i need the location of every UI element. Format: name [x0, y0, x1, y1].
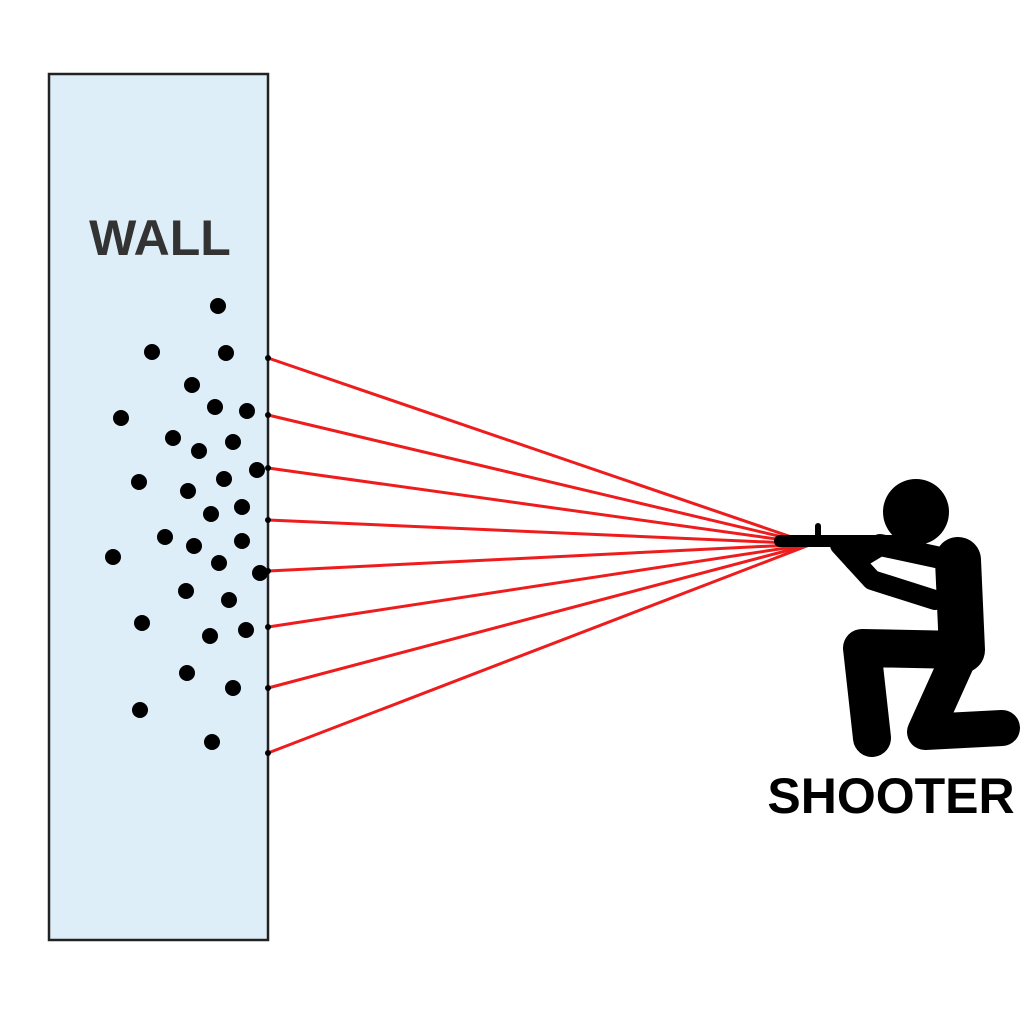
- bullet-hole: [252, 565, 268, 581]
- trajectory-line: [267, 356, 813, 546]
- impact-point: [265, 465, 271, 471]
- bullet-hole: [178, 583, 194, 599]
- bullet-hole: [184, 377, 200, 393]
- bullet-hole: [157, 529, 173, 545]
- bullet-hole: [186, 538, 202, 554]
- bullet-hole: [165, 430, 181, 446]
- bullet-hole: [132, 702, 148, 718]
- shooter-back-leg: [907, 632, 1020, 750]
- shooter-arm-lower: [830, 535, 945, 610]
- impact-point: [265, 685, 271, 691]
- trajectory-line: [267, 542, 813, 755]
- shooter-label: SHOOTER: [767, 768, 1014, 824]
- impact-point: [265, 355, 271, 361]
- impact-point: [265, 750, 271, 756]
- shooter-front-leg: [843, 629, 981, 757]
- impact-point: [265, 517, 271, 523]
- bullet-hole: [221, 592, 237, 608]
- bullet-hole: [218, 345, 234, 361]
- shooter-head: [883, 479, 949, 545]
- impact-point: [265, 412, 271, 418]
- wall: [47, 72, 270, 942]
- bullet-hole: [234, 499, 250, 515]
- bullet-hole: [211, 555, 227, 571]
- bullet-hole: [191, 443, 207, 459]
- shooter-arm: [844, 534, 961, 571]
- trajectory-line: [267, 542, 813, 690]
- bullet-hole: [113, 410, 129, 426]
- impact-point: [265, 624, 271, 630]
- trajectory-line: [267, 518, 813, 546]
- bullet-hole: [238, 622, 254, 638]
- bullet-hole: [180, 483, 196, 499]
- bullet-hole: [144, 344, 160, 360]
- bullet-hole: [131, 474, 147, 490]
- trajectory-line: [267, 542, 813, 629]
- bullet-hole: [203, 506, 219, 522]
- bullet-hole: [210, 298, 226, 314]
- impact-point: [265, 568, 271, 574]
- bullet-holes: [105, 298, 268, 750]
- bullet-hole: [105, 549, 121, 565]
- bullet-hole: [239, 403, 255, 419]
- bullet-hole: [234, 533, 250, 549]
- bullet-hole: [179, 665, 195, 681]
- bullet-hole: [204, 734, 220, 750]
- bullet-hole: [202, 628, 218, 644]
- bullet-hole: [225, 434, 241, 450]
- trajectory-line: [267, 466, 813, 546]
- bullet-hole: [216, 471, 232, 487]
- bullet-hole: [249, 462, 265, 478]
- bullet-hole: [225, 680, 241, 696]
- bullet-hole: [134, 615, 150, 631]
- bullet-hole: [207, 399, 223, 415]
- trajectory-line: [267, 542, 813, 573]
- wall-label: WALL: [89, 210, 231, 266]
- shooter-figure: [774, 479, 1020, 757]
- trajectory-line: [267, 413, 813, 546]
- trajectory-lines: [265, 355, 813, 756]
